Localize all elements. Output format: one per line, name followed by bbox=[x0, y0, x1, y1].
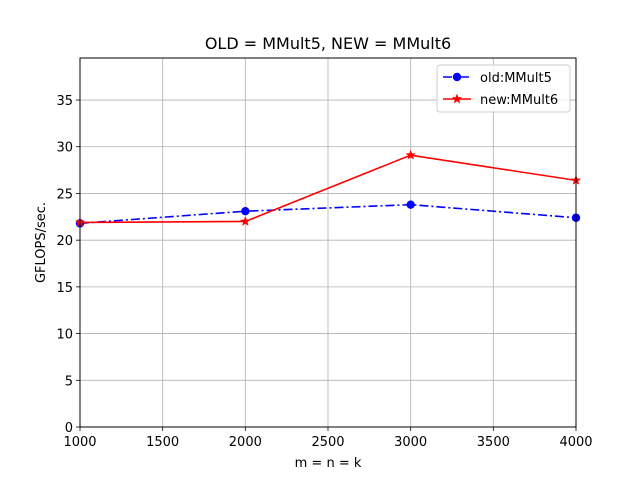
legend-marker bbox=[451, 93, 463, 104]
legend-label: old:MMult5 bbox=[480, 71, 552, 86]
data-point bbox=[406, 200, 415, 209]
x-tick-label: 3500 bbox=[477, 435, 510, 450]
legend-entry: old:MMult5 bbox=[443, 71, 552, 86]
x-tick-label: 2000 bbox=[229, 435, 262, 450]
x-axis-label: m = n = k bbox=[295, 456, 362, 471]
x-tick-label: 4000 bbox=[559, 435, 592, 450]
legend-marker bbox=[452, 72, 462, 82]
legend-box bbox=[436, 64, 571, 113]
series-line bbox=[79, 154, 577, 224]
series-circle bbox=[75, 200, 581, 228]
y-tick-label: 30 bbox=[56, 141, 73, 156]
y-tick-label: 0 bbox=[65, 421, 73, 436]
y-tick-label: 35 bbox=[56, 94, 73, 109]
y-tick-label: 20 bbox=[56, 234, 73, 249]
x-tick-label: 2500 bbox=[311, 435, 344, 450]
series-line bbox=[79, 203, 577, 225]
y-axis-label: GFLOPS/sec. bbox=[34, 202, 49, 283]
legend-entry: new:MMult6 bbox=[443, 93, 558, 108]
y-tick-label: 15 bbox=[56, 281, 73, 296]
x-tick-label: 1500 bbox=[146, 435, 179, 450]
y-tick-label: 10 bbox=[56, 328, 73, 343]
data-point bbox=[241, 207, 250, 216]
x-tick-label: 1000 bbox=[63, 435, 96, 450]
y-tick-label: 5 bbox=[65, 374, 73, 389]
data-point bbox=[405, 149, 416, 160]
legend-label: new:MMult6 bbox=[480, 93, 558, 108]
x-tick-label: 3000 bbox=[394, 435, 427, 450]
legend: old:MMult5 new:MMult6 bbox=[436, 64, 571, 113]
data-point bbox=[240, 215, 251, 226]
axis-ticks: 1000 1500 2000 2500 3000 3500 4000 0 5 10 15 20 25 30… bbox=[56, 94, 592, 450]
y-tick-label: 25 bbox=[56, 187, 73, 202]
chart-title: OLD = MMult5, NEW = MMult6 bbox=[205, 34, 451, 53]
